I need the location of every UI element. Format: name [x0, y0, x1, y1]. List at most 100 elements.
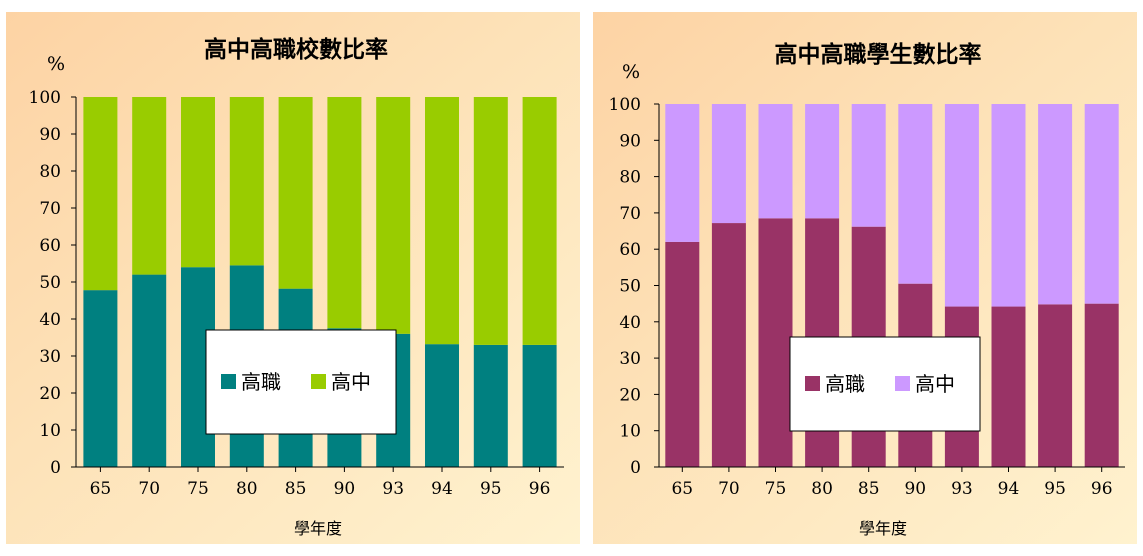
legend: 高職 高中 [789, 336, 981, 432]
y-tick-label: 60 [619, 240, 641, 260]
school-count-ratio-chart-svg: 高中高職校數比率 % 0 10 20 30 40 50 60 70 80 90 100 65 70 75… [29, 36, 564, 538]
x-axis-ticks: 65 70 75 80 85 90 93 94 95 96 [671, 467, 1113, 499]
legend-swatch [805, 376, 820, 391]
legend-label: 高職 [241, 370, 281, 394]
y-tick-label: 80 [39, 162, 61, 182]
bar-high-school [278, 97, 313, 289]
x-tick-label: 70 [138, 479, 160, 499]
school-count-ratio-chart: 高中高職校數比率 % 0 10 20 30 40 50 60 70 80 90 100 65 70 75… [6, 12, 580, 544]
bar-high-school [229, 97, 264, 266]
bar-high-school [944, 104, 979, 307]
x-tick-label: 93 [951, 479, 973, 499]
x-tick-label: 85 [285, 479, 307, 499]
x-tick-label: 65 [671, 479, 693, 499]
x-tick-label: 96 [1091, 479, 1113, 499]
x-tick-label: 65 [90, 479, 112, 499]
bar-high-school [665, 104, 700, 242]
chart-title: 高中高職學生數比率 [775, 41, 982, 68]
bar-vocational [473, 344, 508, 467]
axes [658, 104, 1125, 468]
x-tick-label: 70 [718, 479, 740, 499]
x-tick-label: 80 [236, 479, 258, 499]
y-tick-label: 30 [39, 347, 61, 367]
chart-title: 高中高職校數比率 [204, 36, 388, 63]
x-axis-label: 學年度 [859, 519, 907, 538]
y-tick-label: 10 [619, 422, 641, 442]
y-tick-label: 0 [50, 458, 61, 478]
bar-vocational [758, 218, 793, 467]
bar-high-school [805, 104, 840, 219]
x-tick-label: 96 [529, 479, 551, 499]
y-tick-label: 60 [39, 236, 61, 256]
legend-label: 高中 [331, 370, 371, 394]
bar-vocational [991, 306, 1026, 467]
x-tick-label: 95 [1044, 479, 1066, 499]
bar-high-school [132, 97, 167, 275]
bar-high-school [758, 104, 793, 219]
y-tick-label: 100 [609, 95, 641, 115]
x-tick-label: 90 [904, 479, 926, 499]
legend-swatch [221, 374, 236, 389]
y-tick-label: 40 [39, 310, 61, 330]
bars [83, 97, 557, 467]
x-tick-label: 95 [480, 479, 502, 499]
x-axis-label: 學年度 [294, 519, 342, 538]
bar-high-school [711, 104, 746, 224]
x-tick-label: 94 [431, 479, 453, 499]
legend-swatch [895, 376, 910, 391]
y-tick-label: 10 [39, 421, 61, 441]
bar-vocational [522, 344, 557, 467]
y-tick-label: 70 [619, 204, 641, 224]
y-tick-label: 20 [39, 384, 61, 404]
bar-high-school [327, 97, 362, 329]
bar-high-school [181, 97, 215, 268]
bar-vocational [1038, 304, 1073, 467]
bar-vocational [711, 223, 746, 467]
x-tick-label: 80 [811, 479, 833, 499]
bar-high-school [851, 104, 886, 227]
y-tick-label: 70 [39, 199, 61, 219]
bar-high-school [83, 97, 118, 291]
y-unit-label: % [622, 61, 640, 83]
bar-vocational [665, 241, 700, 467]
bar-vocational [1084, 303, 1119, 467]
student-count-ratio-chart: 高中高職學生數比率 % 0 10 20 30 40 50 60 70 80 90 100 65 70 7… [593, 12, 1137, 544]
bar-high-school [991, 104, 1026, 307]
legend: 高職 高中 [205, 329, 397, 435]
y-tick-label: 30 [619, 349, 641, 369]
x-axis-ticks: 65 70 75 80 85 90 93 94 95 96 [90, 467, 551, 499]
y-tick-label: 50 [39, 273, 61, 293]
bar-high-school [1084, 104, 1119, 304]
bar-high-school [425, 97, 459, 345]
legend-box [205, 329, 397, 435]
y-tick-label: 0 [630, 458, 641, 478]
legend-label: 高中 [915, 372, 955, 396]
bar-vocational [132, 274, 167, 467]
bar-vocational [83, 290, 118, 467]
y-tick-label: 100 [29, 88, 61, 108]
x-tick-label: 94 [998, 479, 1020, 499]
x-tick-label: 90 [334, 479, 356, 499]
y-tick-label: 90 [39, 125, 61, 145]
bar-high-school [376, 97, 411, 334]
bar-high-school [1038, 104, 1073, 305]
x-tick-label: 75 [187, 479, 209, 499]
y-axis-ticks: 0 10 20 30 40 50 60 70 80 90 100 [29, 88, 76, 478]
x-tick-label: 93 [382, 479, 404, 499]
legend-box [789, 336, 981, 432]
legend-label: 高職 [825, 372, 865, 396]
bar-vocational [425, 344, 459, 467]
y-tick-label: 40 [619, 313, 641, 333]
x-tick-label: 85 [858, 479, 880, 499]
bar-high-school [522, 97, 557, 345]
y-tick-label: 90 [619, 131, 641, 151]
student-count-ratio-chart-svg: 高中高職學生數比率 % 0 10 20 30 40 50 60 70 80 90 100 65 70 7… [609, 41, 1125, 538]
axes [75, 97, 564, 468]
y-unit-label: % [47, 53, 65, 75]
y-tick-label: 50 [619, 277, 641, 297]
bar-high-school [898, 104, 933, 284]
y-axis-ticks: 0 10 20 30 40 50 60 70 80 90 100 [609, 95, 659, 478]
y-tick-label: 80 [619, 168, 641, 188]
legend-swatch [311, 374, 326, 389]
bar-high-school [473, 97, 508, 345]
